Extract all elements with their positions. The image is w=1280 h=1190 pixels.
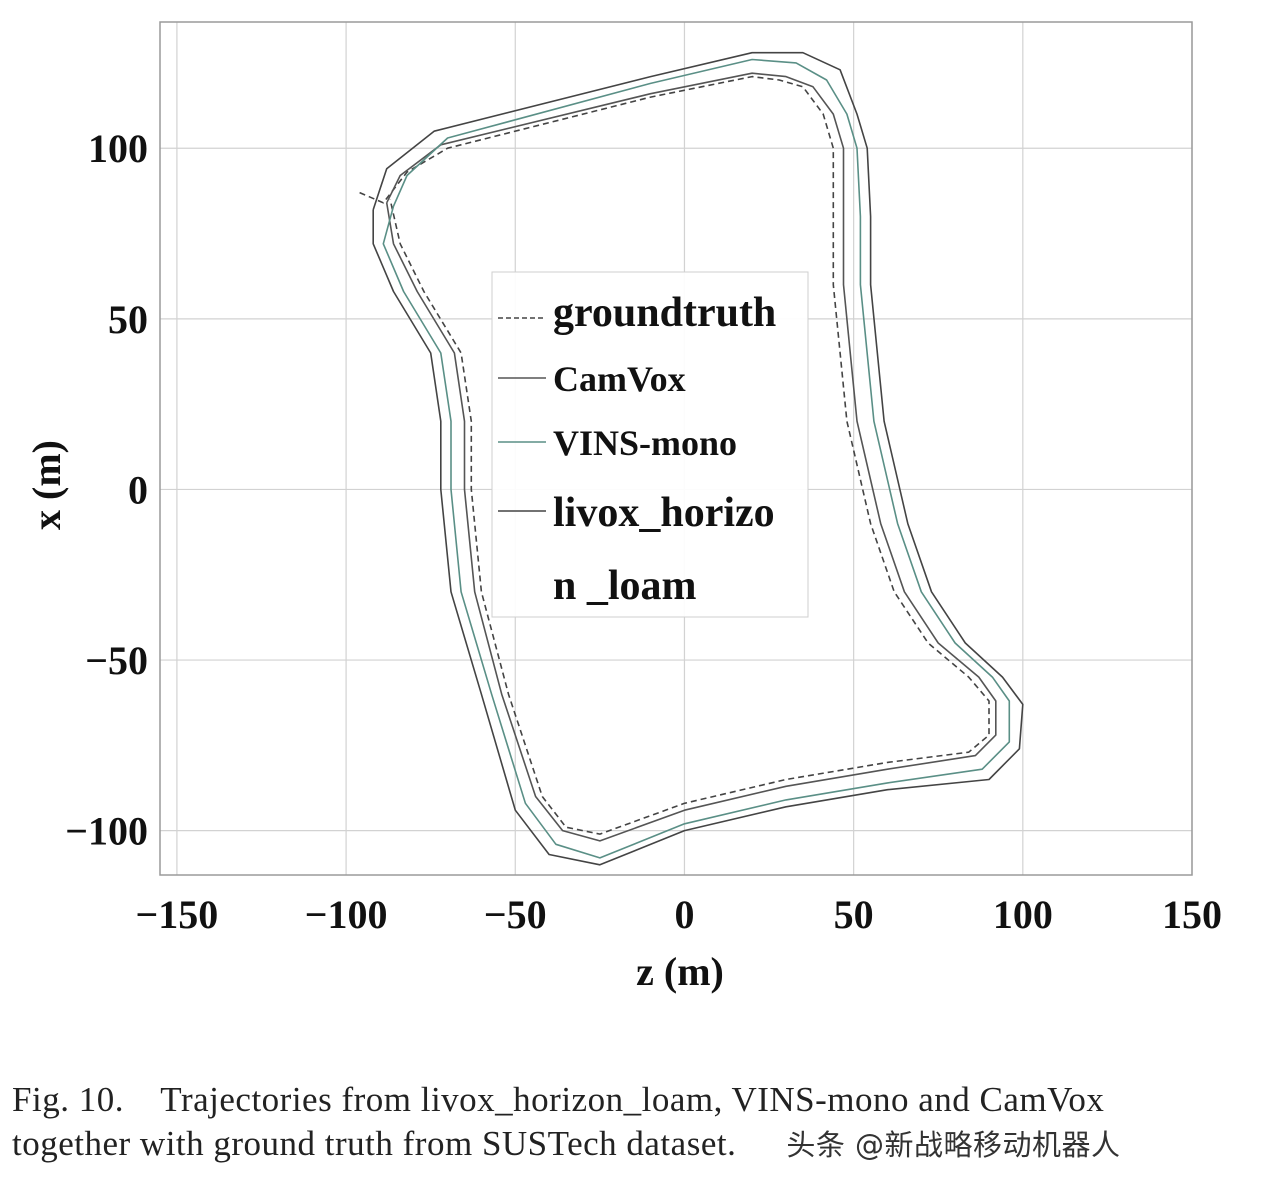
- legend-label-groundtruth: groundtruth: [553, 290, 776, 336]
- x-tick-labels: −150 −100 −50 0 50 100 150: [136, 892, 1222, 937]
- y-tick-label-2: 0: [128, 467, 148, 512]
- trajectory-plot: −150 −100 −50 0 50 100 150 100 50 0 −50 −100 z (m)…: [24, 21, 1222, 994]
- x-axis-label: z (m): [636, 949, 724, 994]
- series-line-groundtruth: [359, 75, 990, 835]
- figure-caption: Fig. 10. Trajectories from livox_horizon…: [12, 1078, 1252, 1167]
- caption-line-1: Fig. 10. Trajectories from livox_horizon…: [12, 1080, 1105, 1119]
- x-tick-label-4: 50: [834, 892, 874, 937]
- legend-label-vins-mono: VINS-mono: [553, 423, 737, 463]
- series-line-camvox: [385, 72, 997, 842]
- y-tick-label-4: −100: [65, 809, 148, 854]
- legend-label-livox-horizon-loam-1: livox_horizo: [553, 490, 775, 536]
- caption-line-2: together with ground truth from SUSTech …: [12, 1124, 737, 1163]
- y-axis-label: x (m): [24, 440, 69, 530]
- y-tick-labels: 100 50 0 −50 −100: [65, 126, 148, 853]
- y-tick-label-0: 100: [88, 126, 148, 171]
- x-tick-label-1: −100: [305, 892, 388, 937]
- legend-label-livox-horizon-loam-2: n _loam: [553, 563, 697, 609]
- plot-frame: [159, 21, 1193, 876]
- y-tick-label-1: 50: [108, 297, 148, 342]
- x-tick-label-3: 0: [674, 892, 694, 937]
- watermark-text: 头条 @新战略移动机器人: [786, 1128, 1121, 1162]
- series-line-vins-mono: [382, 58, 1011, 859]
- legend: groundtruth CamVox VINS-mono livox_horiz…: [491, 271, 809, 618]
- series-layer: [359, 51, 1024, 866]
- series-line-livox-horizon-loam: [372, 51, 1024, 866]
- legend-box: [491, 271, 809, 618]
- legend-label-camvox: CamVox: [553, 359, 686, 399]
- x-tick-label-6: 150: [1162, 892, 1222, 937]
- y-tick-label-3: −50: [85, 638, 148, 683]
- x-tick-label-2: −50: [484, 892, 547, 937]
- x-tick-label-5: 100: [993, 892, 1053, 937]
- x-tick-label-0: −150: [136, 892, 219, 937]
